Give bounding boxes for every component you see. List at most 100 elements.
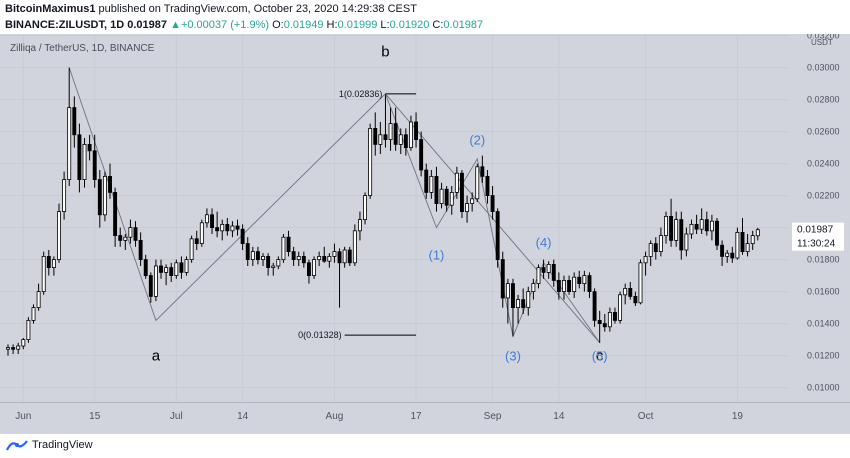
candle-down: [143, 259, 148, 277]
candle-up: [745, 243, 750, 253]
candle-down: [373, 128, 378, 145]
candle-up: [409, 121, 413, 149]
candle-down: [133, 227, 138, 241]
candle-down: [266, 255, 271, 268]
candle-up: [261, 255, 265, 260]
candle-up: [709, 220, 714, 232]
candle-up: [41, 255, 46, 292]
candle-up: [526, 291, 531, 309]
candle-up: [638, 262, 643, 304]
candle-up: [750, 235, 755, 245]
candle-down: [240, 228, 245, 244]
price-tick-label: 0.01400: [807, 319, 840, 329]
price-axis-labels: USDT 0.01000 0.01200 0.01400 0.01600 0.01800…: [807, 34, 840, 393]
candle-up: [363, 195, 367, 221]
plot-area[interactable]: [0, 34, 788, 402]
candle-down: [597, 319, 602, 324]
candle-up: [276, 259, 281, 267]
price-tick-label: 0.02800: [807, 95, 840, 105]
candle-up: [516, 299, 521, 309]
candle-up: [378, 134, 383, 145]
candle-up: [429, 175, 434, 193]
candle-down: [113, 191, 118, 236]
candle-up: [505, 283, 510, 299]
candle-up: [57, 211, 61, 261]
last-price-box: [792, 222, 844, 251]
candle-up: [332, 251, 337, 257]
chart-header: BitcoinMaximus1 published on TradingView…: [0, 0, 850, 34]
candle-up: [582, 275, 587, 285]
candle-up: [189, 238, 194, 261]
candle-up: [62, 179, 67, 213]
candle-up: [449, 191, 454, 206]
candle-down: [740, 231, 745, 252]
candle-up: [26, 319, 31, 340]
candle-down: [521, 299, 526, 309]
candle-up: [153, 265, 158, 297]
candle-down: [179, 262, 184, 273]
price-change: +0.00037 (+1.9%): [180, 19, 270, 31]
high-value: 0.01999: [337, 19, 378, 31]
time-tick-label: Oct: [638, 411, 654, 422]
candle-up: [102, 175, 107, 216]
price-chart[interactable]: Zilliqa / TetherUS, 1D, BINANCE 1(0.0283…: [0, 34, 850, 434]
candle-up: [689, 223, 694, 235]
up-arrow-icon: ▲: [170, 19, 181, 31]
candle-down: [679, 219, 684, 251]
candle-down: [587, 275, 592, 293]
candle-up: [16, 345, 21, 350]
candle-down: [424, 169, 429, 193]
candle-down: [633, 295, 638, 304]
publish-line: BitcoinMaximus1 published on TradingView…: [5, 3, 417, 15]
candle-down: [291, 251, 296, 261]
candle-down: [255, 251, 260, 261]
candle-up: [174, 262, 179, 277]
wave-label: (2): [469, 132, 485, 147]
candle-down: [169, 267, 174, 277]
fib-levels: 1(0.02836) 0(0.01328): [298, 89, 417, 340]
tradingview-footer[interactable]: TradingView: [6, 436, 93, 454]
candle-down: [490, 195, 495, 213]
price-tick-label: 0.02200: [807, 191, 840, 201]
candle-up: [327, 255, 332, 262]
low-label: L:: [380, 19, 390, 31]
candle-down: [444, 188, 449, 206]
candle-up: [725, 252, 730, 257]
candle-down: [215, 227, 220, 232]
candle-up: [82, 144, 87, 181]
candle-up: [128, 227, 133, 238]
open-label: O:: [272, 19, 284, 31]
candle-up: [36, 291, 41, 309]
candle-up: [6, 347, 10, 350]
candle-up: [67, 107, 72, 180]
candle-up: [607, 311, 612, 328]
candle-up: [164, 267, 169, 273]
time-tick-label: 14: [237, 411, 249, 422]
candle-down: [720, 244, 725, 257]
price-unit-label: USDT: [811, 38, 833, 47]
publish-info: published on TradingView.com, October 23…: [95, 3, 417, 15]
time-tick-label: 15: [89, 411, 101, 422]
candle-up: [368, 128, 373, 196]
candle-down: [322, 255, 327, 262]
candle-down: [337, 251, 342, 264]
wave-label: (5): [592, 348, 608, 363]
wave-label: a: [152, 347, 161, 364]
author-name[interactable]: BitcoinMaximus1: [5, 3, 96, 15]
candle-down: [210, 214, 214, 229]
candle-down: [403, 134, 408, 149]
price-tick-label: 0.01000: [807, 383, 840, 393]
candle-down: [460, 172, 464, 212]
candle-up: [572, 276, 577, 292]
last-price-tag: 0.01987 11:30:24: [792, 222, 844, 251]
time-axis[interactable]: [0, 402, 788, 434]
candle-down: [235, 225, 240, 230]
candle-up: [388, 123, 393, 140]
candle-up: [123, 236, 128, 241]
candle-down: [730, 252, 735, 259]
symbol-line: BINANCE:ZILUSDT, 1D 0.01987 ▲+0.00037 (+…: [5, 19, 483, 31]
candle-down: [419, 139, 424, 171]
candle-down: [602, 323, 607, 328]
candle-down: [511, 283, 515, 309]
candle-down: [669, 215, 674, 241]
